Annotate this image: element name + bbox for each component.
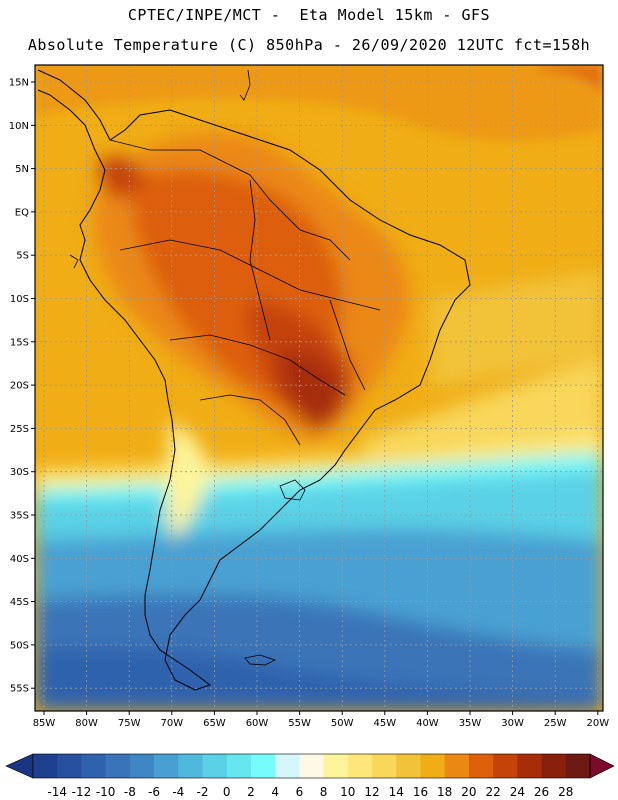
- lat-label: 50S: [10, 640, 29, 651]
- colorbar-label: 0: [223, 785, 231, 799]
- colorbar-swatch: [33, 754, 58, 778]
- colorbar-label: -6: [148, 785, 160, 799]
- colorbar-label: 10: [340, 785, 355, 799]
- title-line-2: Absolute Temperature (C) 850hPa - 26/09/…: [27, 36, 591, 54]
- lon-label: 85W: [33, 718, 56, 729]
- colorbar-label: -10: [96, 785, 116, 799]
- temperature-field: [35, 65, 603, 711]
- colorbar-swatch: [275, 754, 300, 778]
- lon-label: 60W: [246, 718, 269, 729]
- lat-label: 5N: [15, 164, 29, 175]
- lat-label: 35S: [10, 511, 29, 522]
- lat-label: 30S: [10, 467, 29, 478]
- colorbar-swatch: [250, 754, 276, 778]
- lat-label: 10S: [10, 294, 29, 305]
- lat-label: 40S: [10, 554, 29, 565]
- lon-label: 45W: [373, 718, 396, 729]
- colorbar-label: 18: [437, 785, 452, 799]
- colorbar: -14 -12 -10 -8 -6 -4 -2 0 2 4 6 8 10 12 14 16 18 20 22 24 26…: [5, 753, 615, 799]
- lat-label: 55S: [10, 684, 29, 695]
- colorbar-swatch: [299, 754, 324, 778]
- colorbar-frame: [32, 753, 591, 779]
- colorbar-swatch: [468, 754, 494, 778]
- lon-label: 40W: [416, 718, 439, 729]
- lon-label: 30W: [501, 718, 524, 729]
- colorbar-swatch: [129, 754, 155, 778]
- colorbar-label: -2: [197, 785, 209, 799]
- colorbar-swatch: [444, 754, 470, 778]
- lon-label: 20W: [586, 718, 609, 729]
- lon-label: 75W: [118, 718, 141, 729]
- longitude-labels: 85W 80W 75W 70W 65W 60W 55W 50W 45W 40W 35W 30W 25W 2…: [33, 711, 609, 729]
- colorbar-label: 24: [510, 785, 525, 799]
- colorbar-label: 28: [558, 785, 573, 799]
- lat-label: 15S: [10, 337, 29, 348]
- title-line-1: CPTEC/INPE/MCT - Eta Model 15km - GFS: [127, 6, 491, 24]
- colorbar-swatch: [420, 754, 445, 778]
- latitude-labels: 15N 10N 5N EQ 5S 10S 15S 20S 25S 30S 35S 40S 45S 50S 5…: [9, 78, 35, 695]
- colorbar-swatch: [226, 754, 252, 778]
- lon-label: 50W: [331, 718, 354, 729]
- colorbar-swatch: [565, 754, 591, 778]
- colorbar-label: 20: [461, 785, 476, 799]
- colorbar-swatch: [202, 754, 228, 778]
- colorbar-label: -12: [72, 785, 92, 799]
- map-frame: [34, 64, 604, 712]
- colorbar-label: 6: [296, 785, 304, 799]
- colorbar-swatch: [154, 754, 179, 778]
- lat-label: 10N: [9, 121, 29, 132]
- lon-label: 70W: [160, 718, 183, 729]
- lat-label: 45S: [10, 597, 29, 608]
- colorbar-label: -4: [172, 785, 184, 799]
- colorbar-label: -8: [124, 785, 136, 799]
- colorbar-label: 16: [413, 785, 428, 799]
- coastlines-and-borders: [37, 69, 471, 691]
- lon-label: 35W: [459, 718, 482, 729]
- colorbar-swatch: [372, 754, 397, 778]
- colorbar-swatch: [105, 754, 131, 778]
- lat-label: 25S: [10, 424, 29, 435]
- colorbar-label: 8: [320, 785, 328, 799]
- lon-label: 25W: [544, 718, 567, 729]
- colorbar-swatch: [541, 754, 567, 778]
- colorbar-swatch: [323, 754, 349, 778]
- colorbar-swatch: [347, 754, 373, 778]
- lon-label: 80W: [75, 718, 98, 729]
- colorbar-swatch: [396, 754, 421, 778]
- colorbar-swatch: [493, 754, 518, 778]
- colorbar-swatch: [81, 754, 106, 778]
- lat-label: 20S: [10, 381, 29, 392]
- lon-label: 55W: [288, 718, 311, 729]
- colorbar-label: 26: [534, 785, 549, 799]
- lat-label: 15N: [9, 78, 29, 89]
- colorbar-right-arrow: [589, 753, 615, 779]
- colorbar-label: 14: [389, 785, 404, 799]
- lat-label: 5S: [16, 251, 29, 262]
- colorbar-label: 22: [485, 785, 500, 799]
- colorbar-label: 2: [247, 785, 255, 799]
- lat-label: EQ: [15, 207, 29, 218]
- colorbar-left-arrow: [5, 753, 34, 779]
- colorbar-label: -14: [47, 785, 67, 799]
- colorbar-label: 4: [271, 785, 279, 799]
- colorbar-swatch: [57, 754, 82, 778]
- colorbar-label: 12: [364, 785, 379, 799]
- colorbar-swatch: [178, 754, 203, 778]
- lon-label: 65W: [203, 718, 226, 729]
- colorbar-swatch: [517, 754, 542, 778]
